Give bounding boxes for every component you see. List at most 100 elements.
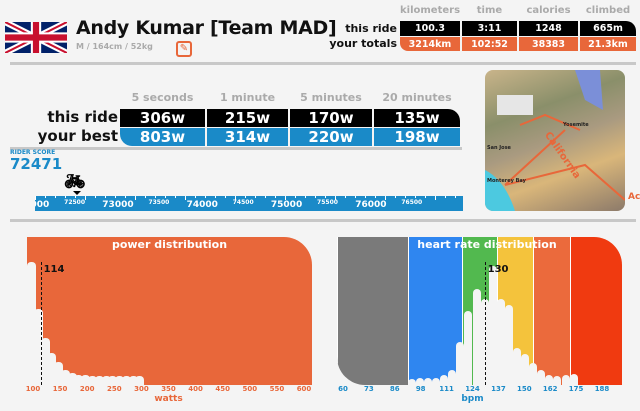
this-ride-label: this ride	[345, 22, 397, 35]
scale-tick	[395, 196, 396, 198]
histogram-bar	[529, 362, 538, 385]
scale-tick	[55, 196, 56, 198]
scale-label-minor: 76500	[401, 199, 423, 206]
scale-tick	[135, 196, 136, 200]
chart-title: power distribution	[111, 238, 228, 251]
totals-label: your totals	[329, 37, 397, 50]
scale-tick	[185, 196, 186, 200]
histogram-bar	[81, 375, 91, 385]
divider	[10, 147, 462, 150]
x-tick-label: 150	[516, 385, 532, 393]
map-label-yosemite: Yosemite	[563, 122, 589, 128]
histogram-bar	[423, 377, 432, 385]
x-tick-label: 137	[491, 385, 506, 393]
histogram-bar	[472, 289, 481, 385]
route-map[interactable]: California Yosemite San Jose Monterey Ba…	[485, 70, 625, 211]
scale-tick	[175, 196, 176, 198]
power-duration-header: 5 minutes	[300, 91, 362, 104]
scale-tick	[75, 196, 76, 198]
scale-tick	[45, 196, 46, 198]
histogram-bar	[407, 378, 416, 385]
scale-tick	[355, 196, 356, 198]
scale-tick	[155, 196, 156, 198]
scale-tick	[275, 196, 276, 198]
histogram-bar	[561, 375, 570, 385]
this-ride-stat: 100.3	[400, 21, 460, 36]
x-tick-label: 98	[415, 385, 426, 393]
scale-tick	[425, 196, 426, 198]
histogram-bar	[415, 377, 424, 385]
histogram-bar	[87, 376, 97, 385]
scale-label-major: 74000	[186, 200, 218, 210]
average-marker-line	[40, 262, 42, 385]
x-tick-label: 73	[364, 385, 374, 393]
average-marker-line	[484, 262, 486, 385]
scale-tick	[315, 196, 316, 198]
scale-tick	[375, 196, 376, 198]
map-graphic	[485, 70, 625, 211]
rider-score-scale: 72000 73000 74000 75000 76000 72500 73500 74500…	[35, 196, 463, 211]
average-marker-label: 114	[43, 264, 65, 275]
side-text: Ac	[628, 192, 640, 202]
x-tick-label: 111	[439, 385, 454, 393]
scale-tick	[85, 196, 86, 200]
scale-tick	[235, 196, 236, 200]
x-tick-label: 400	[188, 385, 203, 393]
divider	[10, 62, 636, 65]
scale-tick	[195, 196, 196, 198]
scale-tick	[255, 196, 256, 198]
scale-label-minor: 72500	[64, 199, 86, 206]
uk-flag-icon	[5, 22, 67, 53]
x-tick-label: 86	[389, 385, 400, 393]
histogram-bar	[521, 354, 530, 385]
rider-score-label: RIDER SCORE	[10, 149, 56, 156]
histogram-bar	[27, 262, 36, 385]
x-tick-label: 188	[594, 385, 610, 393]
total-stat: 38383	[519, 37, 578, 51]
histogram-bar	[537, 370, 546, 385]
scale-label-minor: 74500	[232, 199, 254, 206]
divider	[10, 219, 636, 222]
scale-tick	[145, 196, 146, 198]
this-ride-power: 215w	[207, 109, 288, 127]
map-label-monterey-bay: Monterey Bay	[487, 178, 526, 184]
histogram-bar	[74, 375, 84, 385]
stat-header: climbed	[585, 5, 631, 16]
histogram-bar	[448, 370, 457, 385]
total-stat: 102:52	[462, 37, 517, 51]
hr-zone	[407, 237, 463, 385]
power-distribution-chart: 114 power distribution	[27, 237, 312, 385]
scale-tick	[415, 196, 416, 198]
average-marker-label: 130	[487, 264, 509, 275]
histogram-bar	[432, 377, 441, 385]
histogram-bar	[135, 376, 145, 385]
this-ride-stat: 665m	[580, 21, 636, 36]
this-ride-stat: 1248	[519, 21, 578, 36]
best-power: 198w	[374, 128, 460, 146]
power-duration-header: 1 minute	[219, 91, 276, 104]
histogram-bar	[67, 372, 77, 385]
histogram-bar	[512, 348, 521, 385]
hr-zone	[533, 237, 570, 385]
histogram-bar	[54, 361, 64, 385]
histogram-bar	[94, 376, 104, 385]
scale-tick	[265, 196, 266, 198]
this-ride-label: this ride	[47, 108, 118, 126]
x-tick-label: 500	[242, 385, 258, 393]
hr-distribution-chart: 130 heart rate distribution	[337, 237, 622, 385]
power-duration-header: 20 minutes	[382, 91, 452, 104]
scale-tick	[435, 196, 436, 200]
best-power: 314w	[207, 128, 288, 146]
histogram-bar	[456, 341, 465, 385]
scale-tick	[125, 196, 126, 198]
x-tick-label: 200	[79, 385, 95, 393]
scale-label-major: 73000	[102, 200, 134, 210]
hr-zone	[569, 237, 622, 385]
stat-header: calories	[526, 5, 571, 16]
x-tick-label: 162	[542, 385, 558, 393]
x-tick-label: 175	[568, 385, 584, 393]
scale-tick	[115, 196, 116, 198]
histogram-bar	[121, 376, 131, 385]
histogram-bar	[33, 308, 43, 385]
edit-profile-icon[interactable]: ✎	[176, 41, 192, 57]
